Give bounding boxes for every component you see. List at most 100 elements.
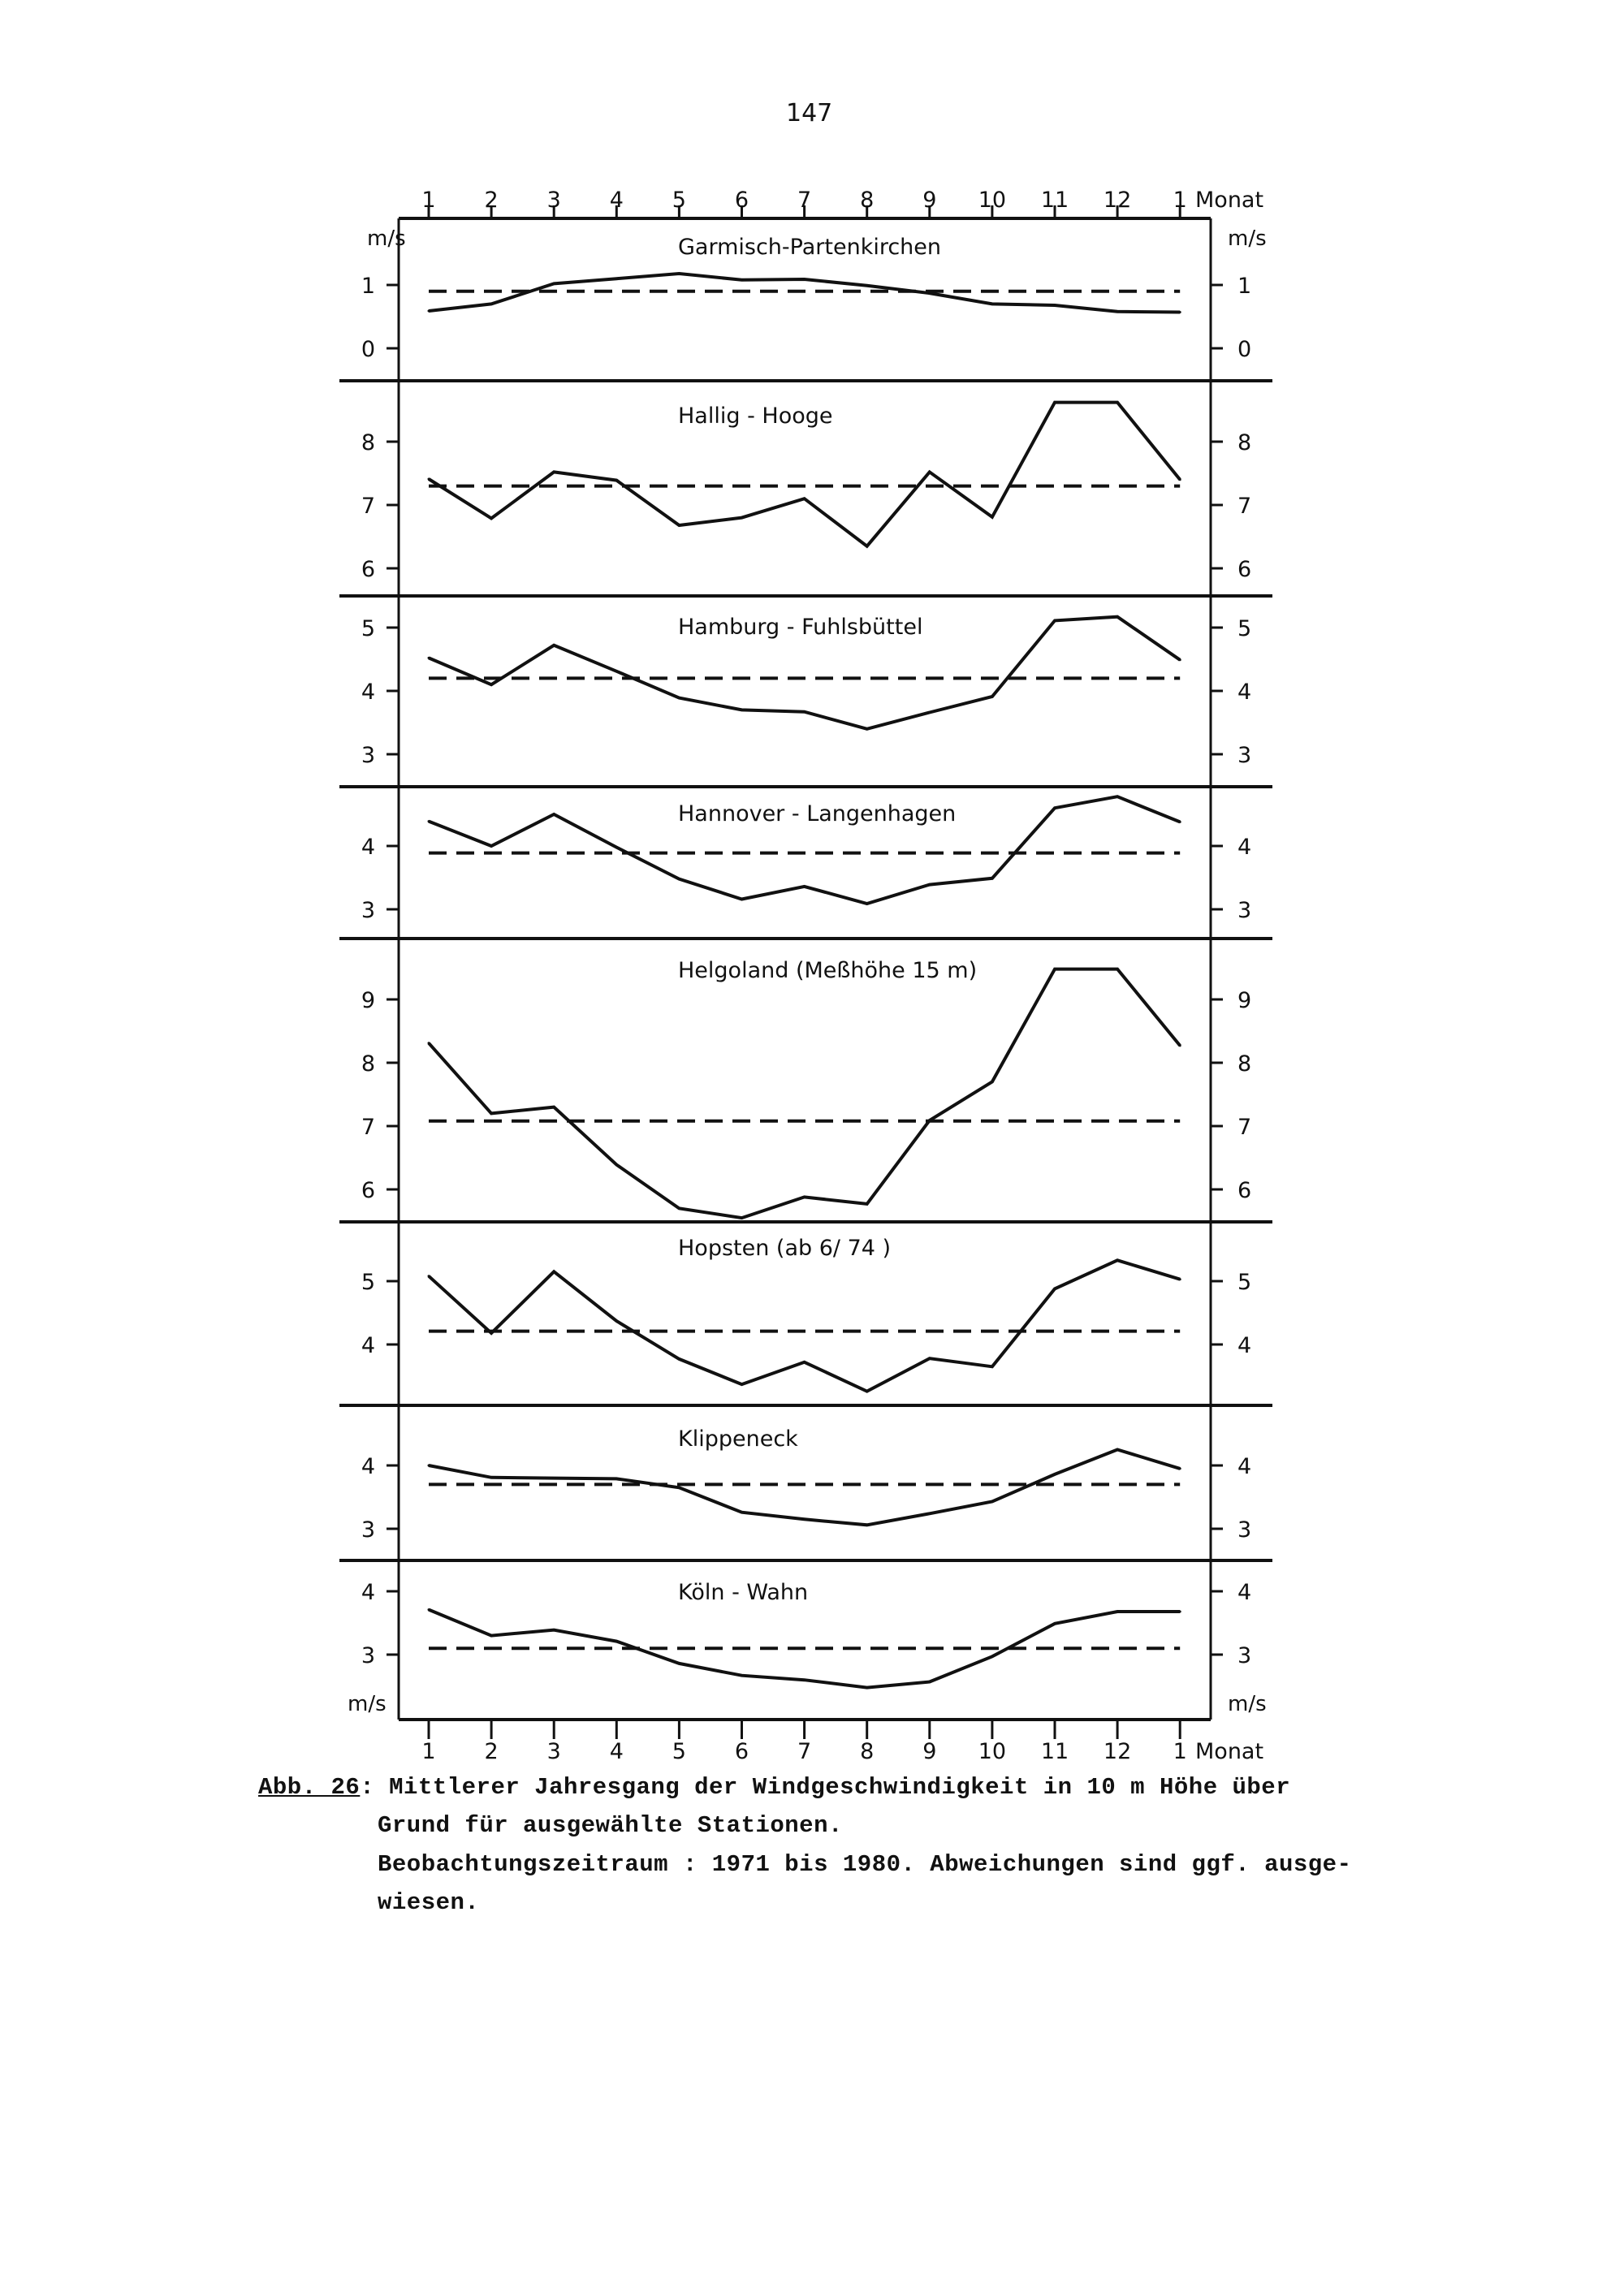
y-tick-label-right: 4 [1237,835,1251,860]
data-point [991,1365,994,1368]
bottom-xlabel: Monat [1195,1739,1263,1764]
data-point [866,727,869,731]
bottom-month-label: 2 [485,1739,499,1764]
data-point [677,878,680,881]
y-tick-label-right: 3 [1237,1517,1251,1543]
data-point [991,516,994,519]
y-tick-label-left: 9 [361,988,375,1013]
data-point [1178,478,1181,481]
data-point [866,1686,869,1690]
y-tick-label-right: 4 [1237,1454,1251,1479]
data-point [866,1390,869,1393]
y-tick-label-left: 7 [361,494,375,519]
data-point [1053,1622,1056,1625]
data-point [741,1511,743,1514]
caption-line-2: Grund für ausgewählte Stationen. [378,1812,843,1839]
bottom-month-label: 4 [610,1739,624,1764]
data-point [991,1080,994,1083]
data-point [1116,795,1119,798]
data-point [1116,1610,1119,1613]
y-tick-label-right: 3 [1237,898,1251,923]
top-month-label: 1 [421,188,435,213]
bottom-month-label: 7 [797,1739,811,1764]
data-point [490,1331,493,1335]
data-point [427,1275,430,1278]
data-point [866,1202,869,1206]
top-month-label: 11 [1041,188,1069,213]
y-tick-label-right: 4 [1237,1333,1251,1358]
data-point [552,282,555,285]
data-point [615,1163,618,1167]
data-point [1116,615,1119,619]
data-point [490,302,493,305]
y-tick-label-right: 8 [1237,1051,1251,1077]
y-tick-label-left: 3 [361,743,375,768]
data-point [1178,1610,1181,1613]
y-tick-label-right: 6 [1237,557,1251,582]
data-point [741,278,743,282]
y-tick-label-left: 4 [361,1454,375,1479]
caption-text-1: Mittlerer Jahresgang der Windgeschwindig… [389,1774,1291,1801]
data-point [866,902,869,905]
data-point [1053,806,1056,809]
top-month-label: 6 [735,188,749,213]
data-point [427,656,430,659]
data-point [1053,1473,1056,1476]
data-point [677,272,680,275]
ylabel-left-top: m/s [367,227,406,251]
y-tick-label-left: 7 [361,1115,375,1140]
top-month-label: 12 [1104,188,1131,213]
data-point [1053,968,1056,971]
ylabel-right-top: m/s [1228,227,1267,251]
top-month-label: 8 [860,188,874,213]
data-point [1053,401,1056,404]
data-point [866,545,869,548]
data-point [490,1476,493,1479]
data-point [991,1655,994,1658]
caption-label: Abb. 26 [258,1774,361,1801]
y-tick-label-left: 4 [361,1580,375,1605]
panel-title: Klippeneck [678,1426,798,1452]
data-point [803,1517,806,1521]
data-point [490,844,493,848]
data-point [615,1640,618,1643]
y-tick-label-right: 6 [1237,1178,1251,1203]
top-month-label: 10 [978,188,1006,213]
data-point [552,470,555,473]
y-tick-label-right: 3 [1237,1643,1251,1668]
data-point [928,1357,931,1360]
data-point [1053,1287,1056,1290]
top-month-label: 3 [547,188,561,213]
data-point [991,877,994,880]
y-tick-label-left: 5 [361,1270,375,1295]
data-point [741,1383,743,1386]
data-point [427,309,430,313]
y-tick-label-right: 7 [1237,1115,1251,1140]
caption-line-4: wiesen. [378,1889,480,1916]
data-point [991,302,994,305]
data-point [490,1111,493,1115]
data-point [677,524,680,527]
data-point [677,1206,680,1210]
data-point [803,497,806,500]
data-point [1178,820,1181,823]
data-point [1116,968,1119,971]
y-tick-label-left: 6 [361,1178,375,1203]
monthly-wind-speed-line [427,1258,1181,1393]
y-tick-label-left: 3 [361,898,375,923]
data-point [552,1629,555,1632]
y-tick-label-right: 5 [1237,1270,1251,1295]
y-tick-label-right: 5 [1237,616,1251,641]
caption-colon: : [360,1774,375,1801]
data-point [741,708,743,711]
data-point [490,516,493,520]
panel-title: Köln - Wahn [678,1580,808,1605]
top-month-label: 7 [797,188,811,213]
bottom-month-label: 9 [922,1739,936,1764]
monthly-wind-speed-line [428,1448,1181,1527]
ylabel-right-bottom: m/s [1228,1692,1267,1716]
y-tick-label-right: 1 [1237,274,1251,299]
monthly-wind-speed-line [427,967,1181,1220]
y-tick-label-left: 6 [361,557,375,582]
data-point [1178,658,1181,662]
